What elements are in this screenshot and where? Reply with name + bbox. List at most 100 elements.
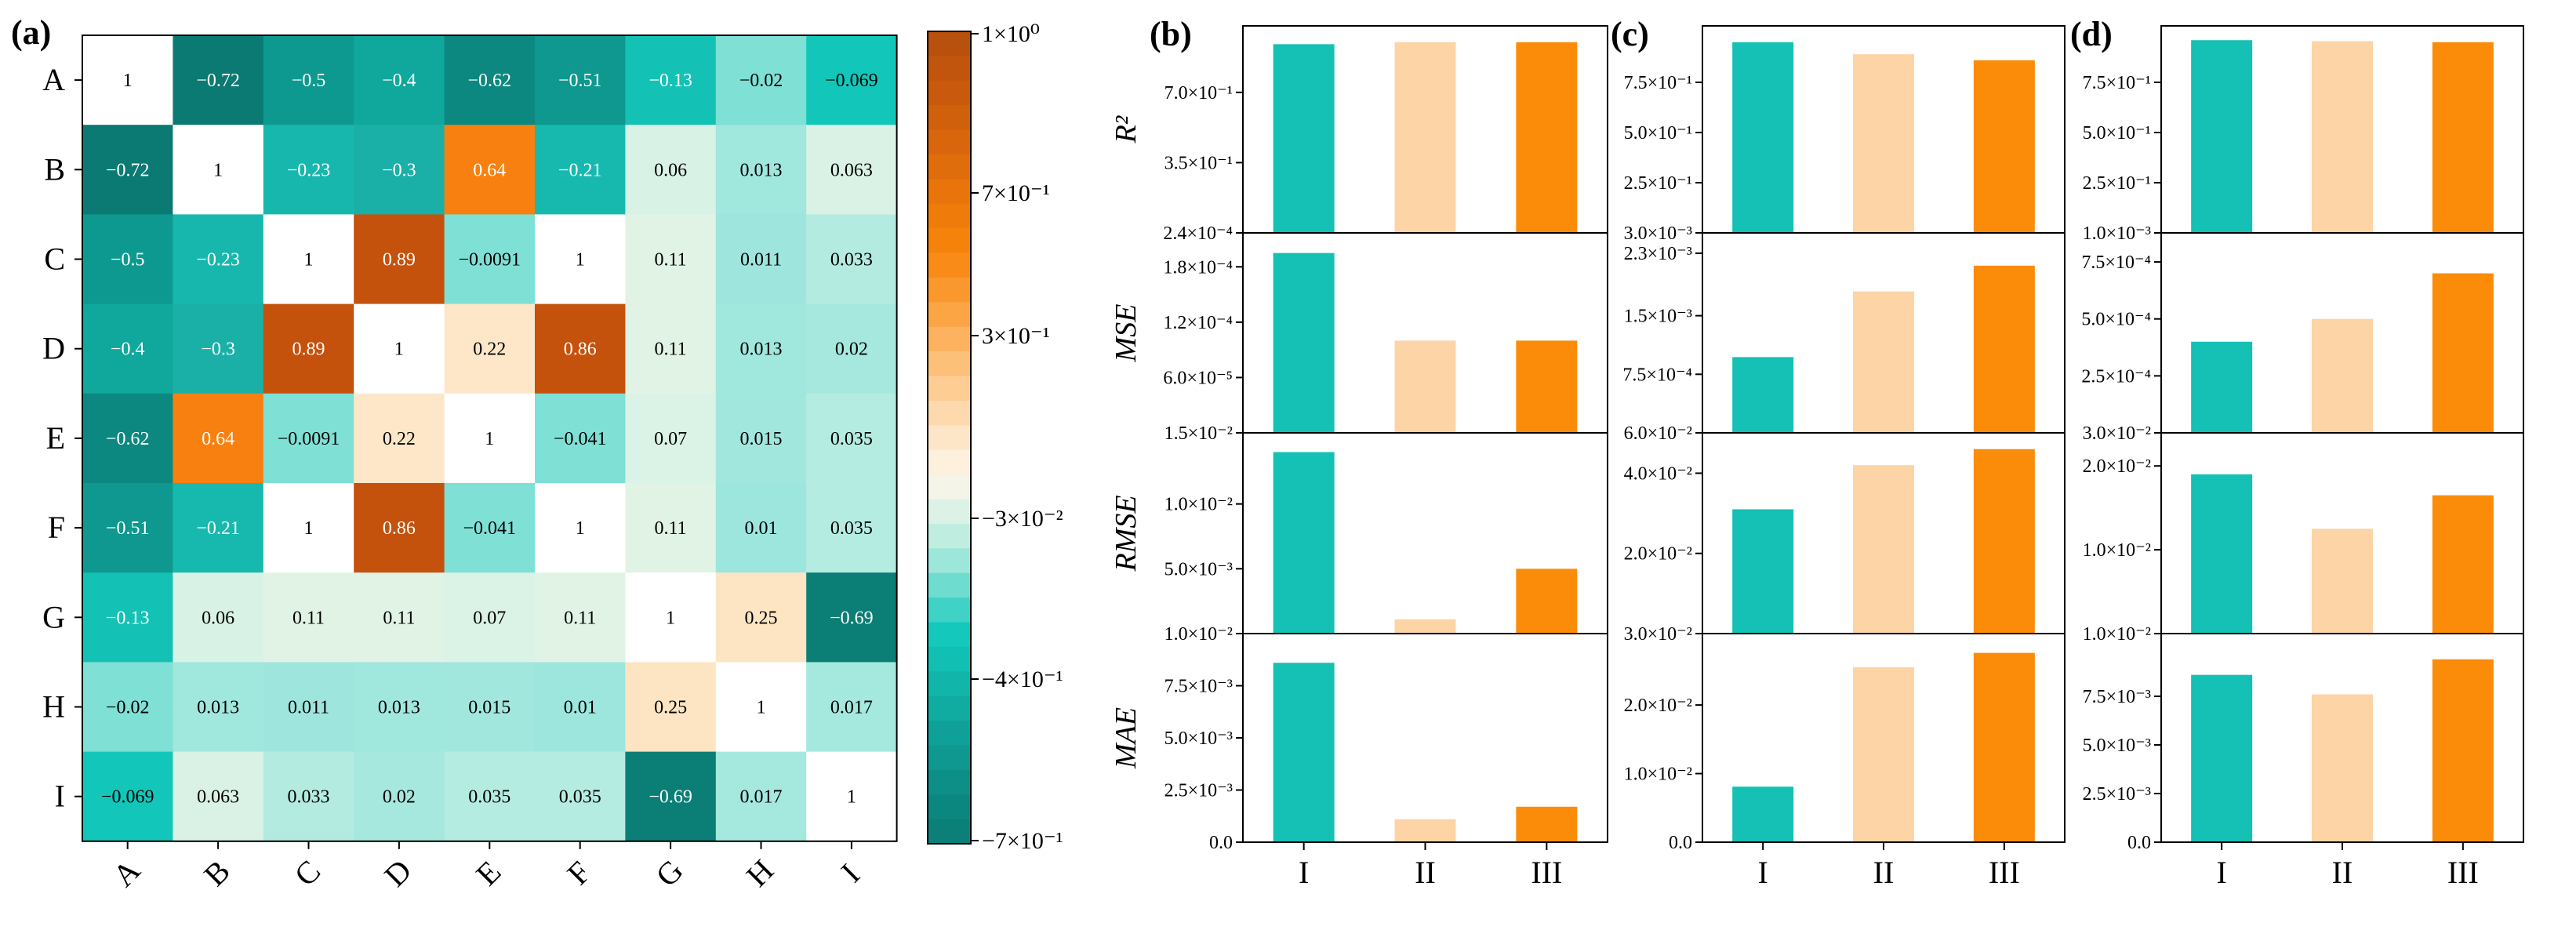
heatmap-cell	[263, 751, 354, 842]
colorbar-segment	[928, 56, 971, 82]
heatmap-col-label: B	[197, 853, 237, 893]
bar-II	[1394, 340, 1456, 433]
heatmap-cell-label: 0.013	[740, 340, 783, 360]
heatmap-cell-label: −0.72	[106, 160, 150, 180]
heatmap-cell	[715, 751, 807, 842]
heatmap-cell-label: −0.069	[101, 787, 154, 808]
bar-I	[1732, 509, 1794, 634]
metric-label: MSE	[1110, 304, 1143, 363]
bar-II	[1853, 667, 1914, 842]
heatmap-cell	[173, 125, 264, 215]
heatmap-cell-label: −0.02	[739, 71, 783, 91]
y-tick-label: 2.5×10⁻¹	[2083, 173, 2151, 194]
y-tick-label: 5.0×10⁻⁴	[2081, 310, 2151, 330]
y-tick-label: 0.0	[2127, 833, 2151, 853]
heatmap-cell	[535, 35, 626, 125]
bar-I	[1732, 787, 1794, 842]
heatmap-cell-label: −0.69	[830, 608, 874, 628]
colorbar-segment	[928, 523, 971, 550]
heatmap-cell-label: −0.21	[558, 160, 602, 180]
heatmap-row-label: H	[42, 689, 65, 725]
bar-II	[1853, 465, 1914, 634]
y-tick-label: 6.0×10⁻²	[1624, 423, 1692, 444]
heatmap-cell-label: 1	[576, 250, 585, 271]
colorbar-segment	[928, 819, 971, 845]
heatmap-cell-label: −0.3	[201, 340, 235, 360]
heatmap-row-label: G	[42, 599, 65, 634]
heatmap-cell	[625, 572, 717, 663]
panel-label-a: (a)	[11, 13, 51, 52]
heatmap-cell-label: 0.013	[378, 698, 420, 718]
heatmap-cell	[444, 662, 536, 753]
bar-III	[1516, 569, 1578, 634]
heatmap-cell-label: 0.11	[655, 340, 687, 360]
heatmap-cell	[354, 662, 445, 753]
heatmap-cell	[173, 572, 264, 663]
heatmap-cell-label: −0.5	[111, 250, 145, 271]
heatmap-cell-label: 0.035	[468, 787, 510, 808]
y-tick-label: 5.0×10⁻³	[1164, 728, 1233, 749]
heatmap-cell	[263, 125, 354, 215]
heatmap-cell-label: −0.4	[111, 340, 145, 360]
heatmap-row-label: D	[42, 331, 65, 366]
heatmap-cell	[444, 303, 536, 394]
heatmap-cell-label: 1	[485, 429, 494, 449]
bar-I	[1273, 663, 1335, 842]
heatmap-cell-label: 0.11	[655, 250, 687, 271]
heatmap-cell	[82, 751, 173, 842]
colorbar-segment	[928, 326, 971, 352]
heatmap-cell-label: −0.0091	[459, 250, 521, 271]
y-tick-label: 1.0×10⁻³	[2083, 223, 2151, 244]
colorbar-tick-label: 7×10⁻¹	[982, 180, 1050, 206]
bar-panel-b: 2.4×10⁻⁴ 3.5×10⁻¹ 7.0×10⁻¹ R² 1.5×10⁻² 6.0×10…	[1110, 25, 1608, 890]
bar-III	[1973, 265, 2035, 433]
heatmap-cell-label: 1	[757, 698, 766, 718]
heatmap-cell	[535, 125, 626, 215]
heatmap-cell-label: 1	[304, 518, 314, 539]
heatmap-cell	[354, 483, 445, 573]
heatmap-cell-label: 0.86	[383, 518, 416, 539]
heatmap-row-label: E	[46, 420, 65, 456]
heatmap-cell-label: −0.62	[106, 429, 150, 449]
bar-III	[2432, 659, 2494, 842]
colorbar-segment	[928, 277, 971, 303]
heatmap-cell	[82, 125, 173, 215]
heatmap-cell	[354, 393, 445, 484]
heatmap-cell	[806, 483, 898, 573]
bar-I	[2191, 474, 2253, 634]
y-tick-label: 2.5×10⁻⁴	[2081, 366, 2151, 387]
heatmap-cell-label: −0.069	[825, 71, 878, 91]
y-tick-label: 1.5×10⁻³	[1624, 307, 1692, 327]
heatmap-col-label: I	[834, 857, 867, 889]
heatmap-cell-label: 1	[666, 608, 675, 628]
y-tick-label: 2.0×10⁻²	[1624, 544, 1692, 565]
heatmap-cell	[82, 483, 173, 573]
heatmap-cell	[444, 483, 536, 573]
heatmap-cell	[444, 125, 536, 215]
colorbar-segment	[928, 31, 971, 57]
heatmap-cell-label: 0.86	[564, 340, 597, 360]
heatmap-cell	[625, 483, 717, 573]
heatmap-cell-label: 0.25	[654, 698, 687, 718]
heatmap-cell	[806, 751, 898, 842]
heatmap-cell-label: −0.69	[649, 787, 692, 808]
bar-III	[1973, 652, 2035, 842]
heatmap-cell-label: 1	[304, 250, 314, 271]
x-category-label: III	[2447, 855, 2479, 890]
heatmap-cell-label: −0.13	[106, 608, 150, 628]
heatmap-cell-label: 0.063	[830, 160, 873, 180]
y-tick-label: 5.0×10⁻³	[1164, 559, 1233, 579]
y-tick-label: 4.0×10⁻²	[1624, 463, 1692, 484]
bar-III	[1516, 42, 1578, 233]
heatmap-cell	[444, 35, 536, 125]
heatmap-cell-label: 0.22	[473, 340, 506, 360]
bar-I	[1273, 452, 1335, 634]
heatmap-cell	[715, 125, 807, 215]
heatmap-cell	[173, 214, 264, 305]
heatmap-cell	[173, 751, 264, 842]
colorbar-segment	[928, 769, 971, 796]
heatmap-cell	[715, 572, 807, 663]
y-tick-label: 7.5×10⁻³	[2083, 687, 2151, 707]
bar-III	[1973, 449, 2035, 634]
y-tick-label: 1.8×10⁻⁴	[1163, 257, 1233, 278]
